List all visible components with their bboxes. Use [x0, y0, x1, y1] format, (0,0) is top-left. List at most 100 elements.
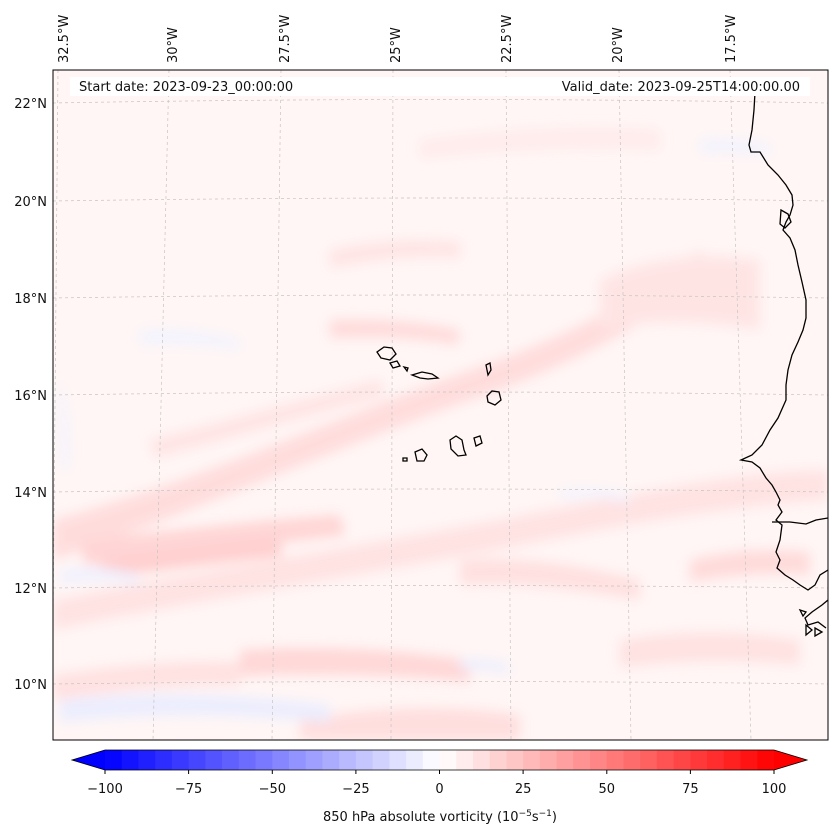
colorbar-segment	[590, 750, 608, 770]
lat-label-16n: 16°N	[14, 389, 47, 404]
colorbar-segment	[288, 750, 307, 770]
cb-tick-100: 100	[762, 782, 787, 797]
colorbar-segment	[523, 750, 541, 770]
africa-coastline-south	[804, 599, 828, 629]
colorbar-segment	[272, 750, 290, 770]
bijagos-islands	[798, 608, 824, 638]
colorbar-label-exp1: −5	[519, 809, 532, 819]
colorbar-segment	[155, 750, 173, 770]
colorbar-segment	[439, 750, 457, 770]
island-santa-luzia	[402, 365, 409, 373]
colorbar-high-extension	[774, 750, 807, 770]
lat-label-22n: 22°N	[14, 97, 47, 112]
colorbar-segment	[472, 750, 491, 770]
colorbar-segment	[556, 750, 574, 770]
colorbar-segment	[422, 750, 440, 770]
colorbar-segment	[389, 750, 407, 770]
colorbar-segment	[707, 750, 725, 770]
lon-label-32-5w: 32.5°W	[57, 15, 72, 63]
colorbar-segment	[506, 750, 524, 770]
lat-label-14n: 14°N	[14, 486, 47, 501]
colorbar-segment	[355, 750, 374, 770]
valid-date-label: Valid_date: 2023-09-25T14:00:00.00	[562, 80, 800, 95]
lon-label-22-5w: 22.5°W	[500, 15, 515, 63]
lon-label-27-5w: 27.5°W	[278, 15, 293, 63]
colorbar-segment	[673, 750, 691, 770]
island-sao-nicolau	[409, 371, 440, 380]
coastal-island-west	[779, 208, 792, 229]
colorbar-tick-labels: −100 −75 −50 −25 0 25 50 75 100	[87, 782, 786, 797]
colorbar-segment	[489, 750, 507, 770]
island-santo-antao	[376, 346, 397, 361]
colorbar-segment	[606, 750, 624, 770]
colorbar-low-extension	[72, 750, 105, 770]
island-santiago	[449, 435, 467, 457]
cb-tick-m100: −100	[87, 782, 123, 797]
colorbar-label-end: )	[552, 810, 557, 825]
island-maio	[473, 435, 483, 447]
colorbar-segment	[690, 750, 708, 770]
coastlines	[376, 91, 828, 638]
lon-label-30w: 30°W	[166, 27, 181, 63]
colorbar-label-exp2: −1	[539, 809, 552, 819]
vorticity-field	[53, 128, 828, 740]
africa-coastline	[738, 91, 828, 591]
map-panel: Start date: 2023-09-23_00:00:00 Valid_da…	[52, 69, 829, 741]
colorbar-segment	[539, 750, 557, 770]
colorbar-segment	[205, 750, 223, 770]
colorbar-segment	[456, 750, 474, 770]
island-sal	[485, 362, 492, 377]
gambia-inlet	[772, 517, 828, 525]
colorbar-label: 850 hPa absolute vorticity (10−5s−1)	[323, 809, 557, 825]
colorbar-segment	[222, 750, 240, 770]
lon-label-20w: 20°W	[611, 27, 626, 63]
map-frame	[52, 69, 829, 741]
island-boa-vista	[486, 390, 502, 406]
cb-tick-0: 0	[435, 782, 443, 797]
colorbar-label-main: 850 hPa absolute vorticity (10	[323, 810, 519, 825]
cb-tick-25: 25	[515, 782, 532, 797]
longitude-labels: 32.5°W 30°W 27.5°W 25°W 22.5°W 20°W 17.5…	[57, 15, 739, 63]
colorbar-ticks	[104, 770, 775, 774]
cb-tick-50: 50	[599, 782, 616, 797]
colorbar-segment	[406, 750, 424, 770]
lat-label-18n: 18°N	[14, 292, 47, 307]
colorbar-segment	[105, 750, 123, 770]
start-date-label: Start date: 2023-09-23_00:00:00	[79, 80, 293, 95]
island-fogo	[414, 448, 428, 462]
colorbar-segment	[623, 750, 641, 770]
cb-tick-75: 75	[682, 782, 699, 797]
lon-label-17-5w: 17.5°W	[724, 15, 739, 63]
colorbar-segment	[171, 750, 190, 770]
colorbar-segment	[138, 750, 156, 770]
lat-label-20n: 20°N	[14, 195, 47, 210]
colorbar-segments	[105, 750, 775, 770]
lon-label-25w: 25°W	[389, 27, 404, 63]
date-info-box	[70, 77, 810, 96]
colorbar-segment	[640, 750, 658, 770]
colorbar-segment	[372, 750, 390, 770]
colorbar-segment	[255, 750, 273, 770]
colorbar-segment	[723, 750, 741, 770]
colorbar-segment	[740, 750, 758, 770]
colorbar-label-mid: s	[532, 810, 539, 825]
colorbar-segment	[339, 750, 357, 770]
colorbar-segment	[656, 750, 675, 770]
colorbar: −100 −75 −50 −25 0 25 50 75 100 850 hPa …	[70, 749, 809, 825]
colorbar-segment	[238, 750, 256, 770]
lat-label-10n: 10°N	[14, 678, 47, 693]
colorbar-segment	[188, 750, 206, 770]
colorbar-segment	[573, 750, 591, 770]
island-brava	[402, 457, 408, 462]
colorbar-segment	[757, 750, 775, 770]
colorbar-segment	[121, 750, 139, 770]
cb-tick-m25: −25	[342, 782, 369, 797]
colorbar-segment	[305, 750, 323, 770]
cb-tick-m50: −50	[259, 782, 286, 797]
map-gridlines	[53, 70, 828, 740]
latitude-labels: 22°N 20°N 18°N 16°N 14°N 12°N 10°N	[14, 97, 47, 693]
island-sao-vicente	[389, 360, 401, 369]
cb-tick-m75: −75	[175, 782, 202, 797]
colorbar-segment	[322, 750, 340, 770]
